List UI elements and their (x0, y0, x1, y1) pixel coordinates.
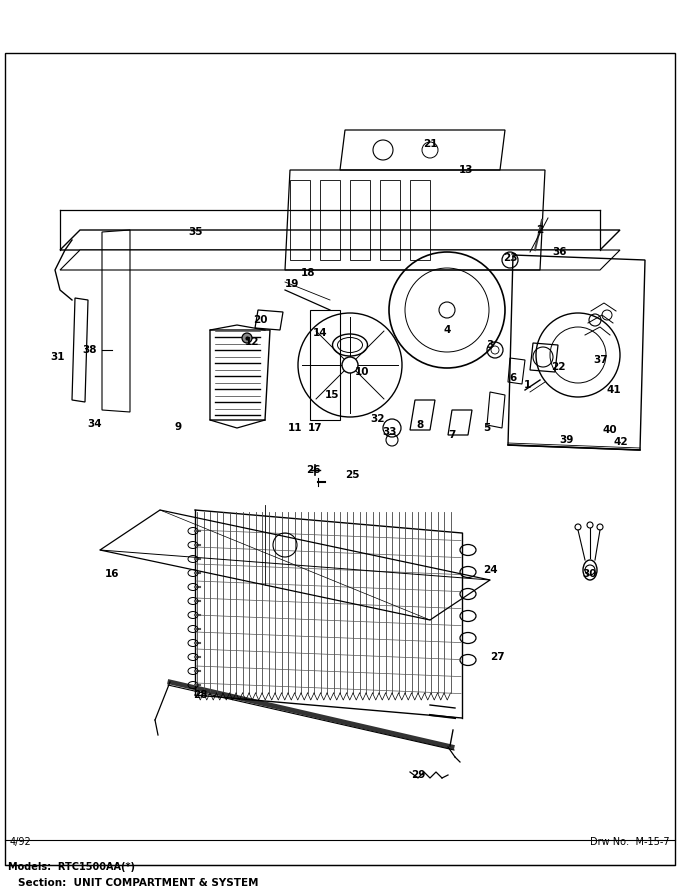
Text: 13: 13 (459, 165, 473, 175)
Text: 4/92: 4/92 (10, 837, 32, 847)
Text: 37: 37 (594, 355, 609, 365)
Text: 21: 21 (423, 139, 437, 149)
Text: Models:  RTC1500AA(*): Models: RTC1500AA(*) (8, 862, 135, 872)
Text: 16: 16 (105, 569, 119, 579)
Text: 41: 41 (607, 385, 622, 395)
Text: 26: 26 (306, 465, 320, 475)
Text: 28: 28 (192, 690, 207, 700)
Text: 11: 11 (288, 423, 302, 433)
Polygon shape (60, 230, 620, 250)
Text: 33: 33 (383, 427, 397, 437)
Text: 8: 8 (416, 420, 424, 430)
Text: 24: 24 (483, 565, 497, 575)
Text: 5: 5 (483, 423, 491, 433)
Text: 12: 12 (245, 337, 259, 347)
Text: 40: 40 (602, 425, 617, 435)
Circle shape (242, 333, 252, 343)
Text: 4: 4 (443, 325, 451, 335)
Text: 1: 1 (524, 380, 530, 390)
Text: 27: 27 (490, 652, 505, 662)
Text: 36: 36 (553, 247, 567, 257)
Text: 38: 38 (83, 345, 97, 355)
Text: 6: 6 (509, 373, 517, 383)
Text: 2: 2 (537, 225, 543, 235)
Text: 25: 25 (345, 470, 359, 480)
Text: 31: 31 (51, 352, 65, 362)
Text: Drw No:  M-15-7: Drw No: M-15-7 (590, 837, 670, 847)
Text: 15: 15 (325, 390, 339, 400)
Text: 19: 19 (285, 279, 299, 289)
Text: 18: 18 (301, 268, 316, 278)
Text: 30: 30 (583, 569, 597, 579)
Polygon shape (60, 250, 620, 270)
Text: 32: 32 (371, 414, 386, 424)
Text: 39: 39 (559, 435, 573, 445)
Text: 20: 20 (253, 315, 267, 325)
Text: 22: 22 (551, 362, 565, 372)
Text: 17: 17 (307, 423, 322, 433)
Text: 3: 3 (486, 340, 494, 350)
Text: 34: 34 (88, 419, 102, 429)
Text: 35: 35 (189, 227, 203, 237)
Text: 42: 42 (613, 437, 628, 447)
Text: 10: 10 (355, 367, 369, 377)
Text: 14: 14 (313, 328, 327, 338)
Circle shape (342, 357, 358, 373)
Text: 7: 7 (448, 430, 456, 440)
Text: 29: 29 (411, 770, 425, 780)
Text: 9: 9 (175, 422, 182, 432)
Text: 23: 23 (503, 253, 517, 263)
Text: Section:  UNIT COMPARTMENT & SYSTEM: Section: UNIT COMPARTMENT & SYSTEM (18, 878, 258, 888)
